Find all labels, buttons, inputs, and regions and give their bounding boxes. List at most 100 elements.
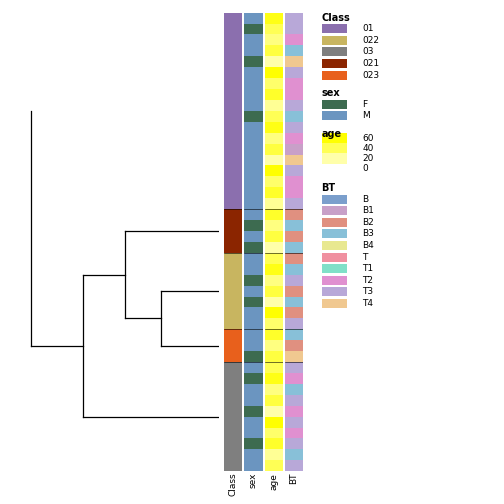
Bar	[224, 231, 242, 242]
Bar	[285, 165, 303, 176]
Bar	[285, 384, 303, 395]
Bar	[224, 264, 242, 275]
Bar	[224, 395, 242, 406]
Bar	[265, 307, 283, 319]
Bar	[322, 206, 347, 215]
Bar	[244, 340, 263, 351]
Text: BT: BT	[322, 183, 336, 193]
Bar	[322, 153, 347, 164]
Bar	[285, 362, 303, 373]
Bar	[322, 133, 347, 143]
Bar	[244, 111, 263, 122]
Bar	[224, 450, 242, 460]
Text: M: M	[362, 111, 370, 120]
Bar	[285, 89, 303, 100]
Text: 0: 0	[362, 164, 368, 173]
Bar	[244, 264, 263, 275]
Bar	[265, 13, 283, 24]
Bar	[224, 24, 242, 34]
Bar	[244, 56, 263, 67]
Bar	[224, 176, 242, 187]
Text: 01: 01	[362, 24, 374, 33]
Bar	[322, 241, 347, 250]
Bar	[322, 253, 347, 262]
Text: Class: Class	[322, 13, 350, 23]
Bar	[285, 100, 303, 111]
Bar	[285, 275, 303, 286]
Bar	[265, 220, 283, 231]
Bar	[244, 24, 263, 34]
Bar	[322, 59, 347, 68]
Bar	[322, 276, 347, 285]
Text: B2: B2	[362, 218, 374, 227]
Bar	[285, 133, 303, 144]
Bar	[224, 242, 242, 253]
Bar	[224, 34, 242, 45]
Bar	[265, 417, 283, 427]
Bar	[224, 275, 242, 286]
Bar	[244, 165, 263, 176]
Bar	[244, 220, 263, 231]
Bar	[224, 373, 242, 384]
Bar	[322, 111, 347, 120]
Bar	[265, 253, 283, 264]
Bar	[265, 198, 283, 209]
Bar	[285, 176, 303, 187]
Bar	[244, 242, 263, 253]
Bar	[285, 417, 303, 427]
Bar	[285, 34, 303, 45]
Bar	[265, 395, 283, 406]
Text: B1: B1	[362, 206, 374, 215]
Bar	[244, 395, 263, 406]
Bar	[244, 329, 263, 340]
Bar	[244, 187, 263, 198]
Bar	[285, 242, 303, 253]
Bar	[244, 417, 263, 427]
Bar	[265, 450, 283, 460]
Bar	[265, 406, 283, 417]
Bar	[244, 275, 263, 286]
Bar	[265, 176, 283, 187]
Bar	[224, 67, 242, 78]
Bar	[285, 56, 303, 67]
Bar	[322, 218, 347, 227]
Bar	[244, 231, 263, 242]
Bar	[244, 133, 263, 144]
Bar	[224, 296, 242, 307]
Bar	[244, 384, 263, 395]
Text: 20: 20	[362, 154, 374, 163]
Text: T4: T4	[362, 299, 373, 308]
Bar	[224, 100, 242, 111]
Bar	[285, 427, 303, 438]
Bar	[265, 89, 283, 100]
Bar	[265, 165, 283, 176]
Bar	[265, 122, 283, 133]
Bar	[285, 296, 303, 307]
Bar	[285, 209, 303, 220]
Bar	[265, 111, 283, 122]
Bar	[265, 296, 283, 307]
Bar	[244, 373, 263, 384]
Bar	[224, 253, 242, 264]
Text: 021: 021	[362, 59, 380, 68]
Bar	[224, 155, 242, 165]
Bar	[265, 78, 283, 89]
Bar	[285, 340, 303, 351]
Bar	[285, 220, 303, 231]
Bar	[265, 231, 283, 242]
Bar	[224, 460, 242, 471]
Bar	[224, 13, 242, 24]
Bar	[265, 45, 283, 56]
Bar	[322, 47, 347, 56]
Bar	[224, 220, 242, 231]
Bar	[224, 165, 242, 176]
Text: 60: 60	[362, 134, 374, 143]
Bar	[244, 351, 263, 362]
Bar	[265, 24, 283, 34]
Bar	[224, 133, 242, 144]
Text: T2: T2	[362, 276, 373, 285]
Bar	[224, 427, 242, 438]
Bar	[224, 329, 242, 340]
Bar	[224, 286, 242, 296]
Bar	[285, 373, 303, 384]
